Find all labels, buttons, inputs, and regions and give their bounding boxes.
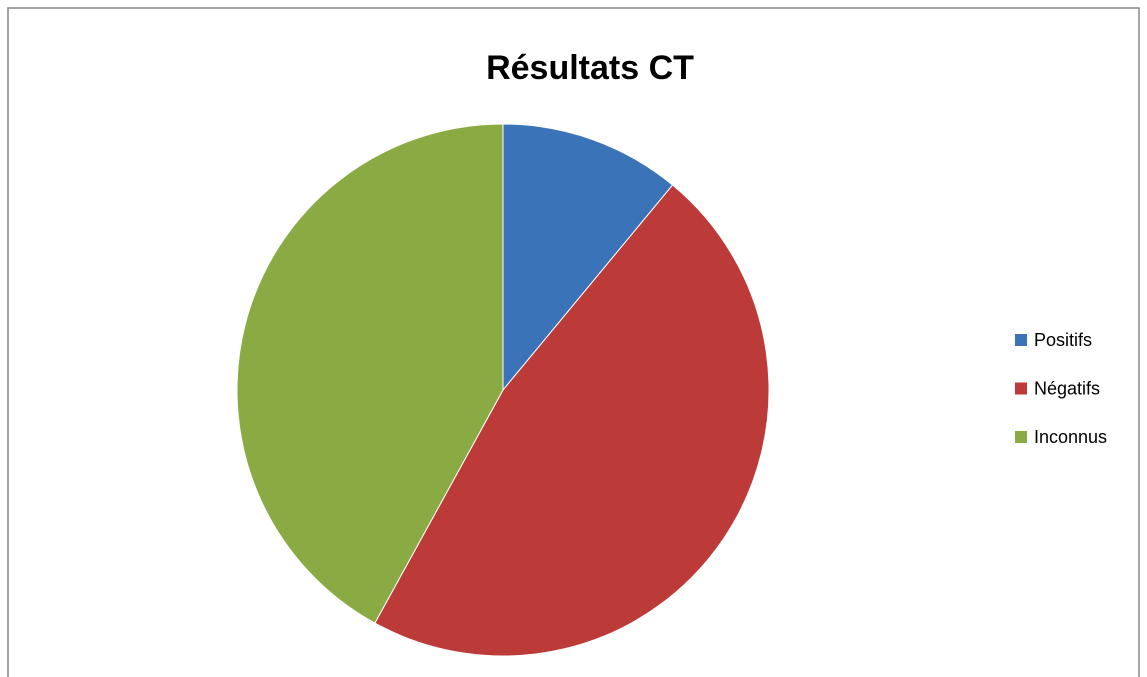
pie-slice: [502, 123, 674, 392]
chart-title: Résultats CT: [486, 49, 694, 87]
legend-swatch: [1015, 431, 1027, 443]
legend-label: Négatifs: [1034, 378, 1100, 398]
legend-label: Inconnus: [1034, 427, 1107, 447]
pie-slice: [374, 184, 770, 657]
pie-slice: [236, 123, 504, 624]
legend-swatch: [1015, 334, 1027, 346]
legend-swatch: [1015, 382, 1027, 395]
legend-label: Positifs: [1034, 330, 1092, 350]
